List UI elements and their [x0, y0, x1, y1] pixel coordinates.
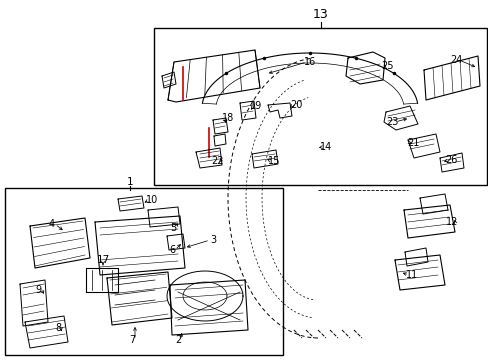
- Text: 15: 15: [267, 156, 280, 166]
- Text: 26: 26: [444, 155, 456, 165]
- Text: 16: 16: [303, 57, 315, 67]
- Text: 14: 14: [319, 142, 331, 152]
- Text: 6: 6: [168, 245, 175, 255]
- Bar: [5, 188, 283, 355]
- Text: 9: 9: [35, 285, 41, 295]
- Text: 13: 13: [312, 8, 328, 21]
- Text: 10: 10: [145, 195, 158, 205]
- Text: 3: 3: [209, 235, 216, 245]
- Text: 18: 18: [222, 113, 234, 123]
- Text: 22: 22: [211, 156, 224, 166]
- Bar: [154, 28, 486, 185]
- Text: 4: 4: [49, 219, 55, 229]
- Text: 25: 25: [381, 61, 393, 71]
- Text: 19: 19: [249, 101, 262, 111]
- Text: 23: 23: [385, 117, 397, 127]
- Text: 8: 8: [55, 323, 61, 333]
- Text: 11: 11: [405, 270, 417, 280]
- Text: 20: 20: [289, 100, 302, 110]
- Text: 5: 5: [169, 223, 176, 233]
- Text: 7: 7: [129, 335, 135, 345]
- Text: 2: 2: [175, 335, 181, 345]
- Text: 17: 17: [96, 255, 109, 265]
- Text: 21: 21: [406, 138, 418, 148]
- Text: 24: 24: [449, 55, 461, 65]
- Text: 12: 12: [445, 217, 457, 227]
- Text: 1: 1: [126, 177, 133, 187]
